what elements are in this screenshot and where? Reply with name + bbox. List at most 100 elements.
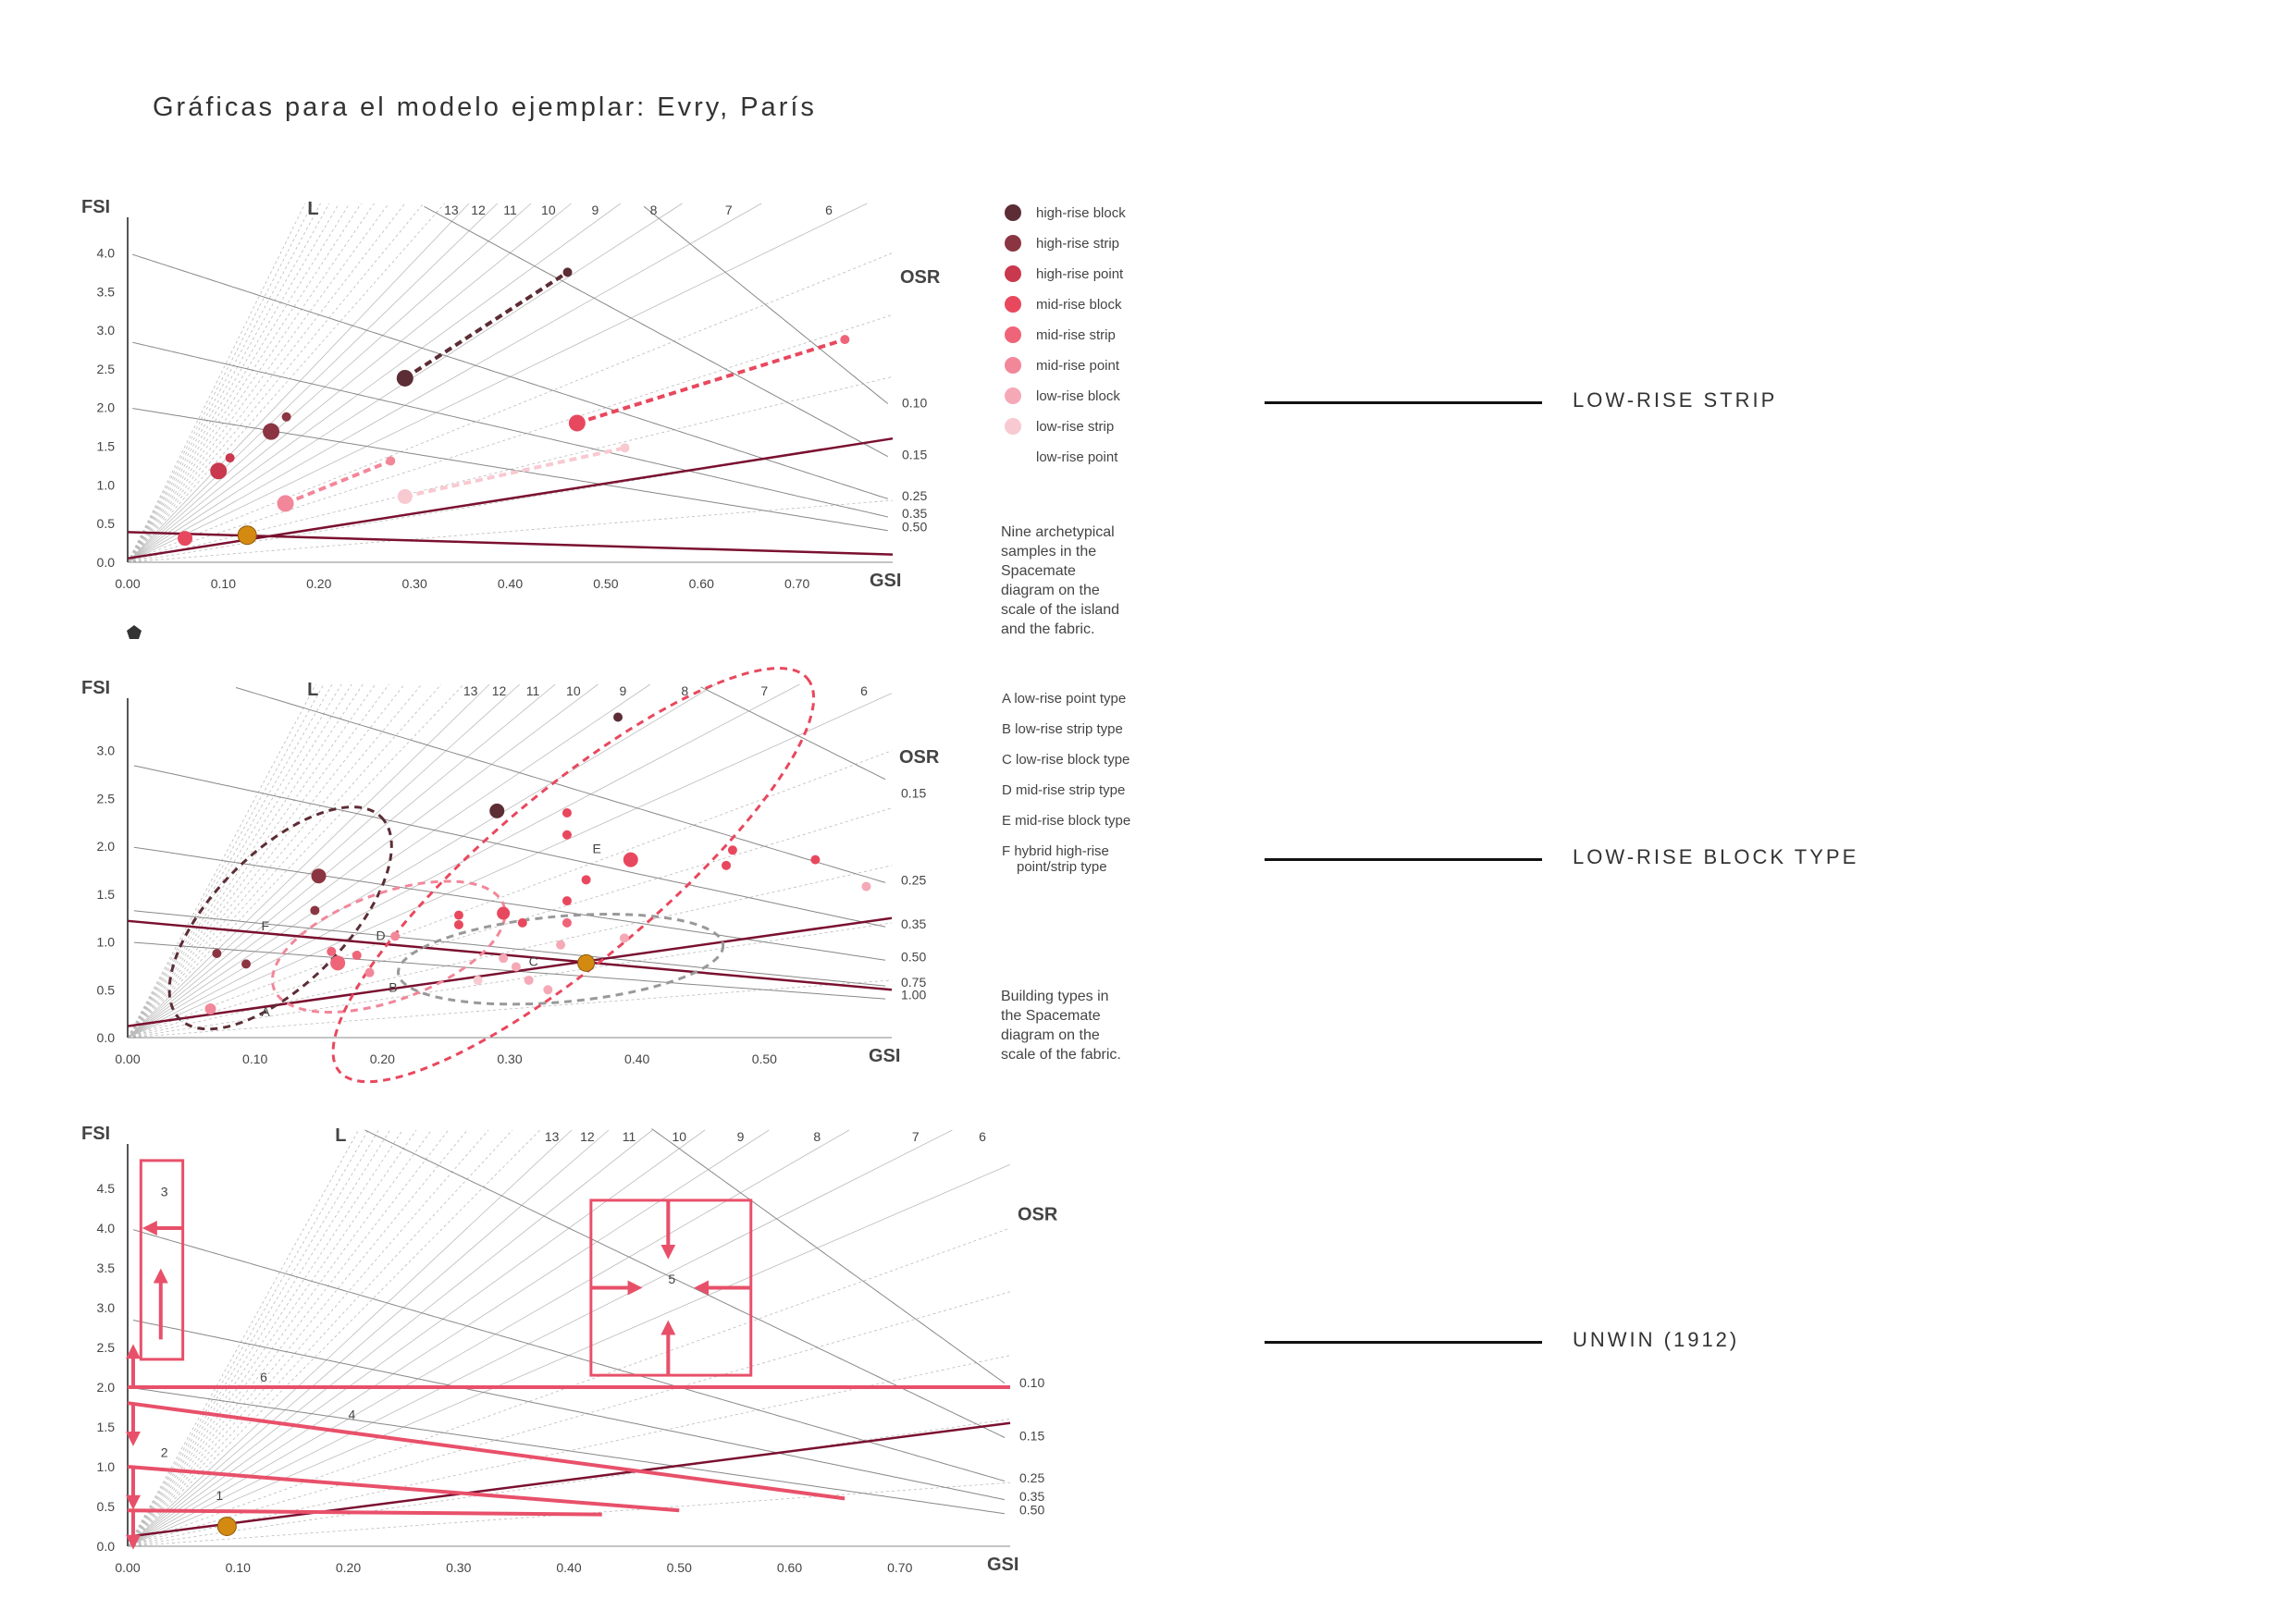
osr-curve	[132, 341, 888, 518]
x-axis-label: GSI	[870, 571, 901, 591]
legend-swatch	[1005, 326, 1021, 343]
data-point	[524, 975, 534, 985]
osr-label: 0.35	[901, 916, 926, 931]
pentagon-icon	[127, 625, 142, 639]
data-point	[581, 875, 591, 885]
data-point	[556, 940, 566, 950]
legend-label: low-rise block	[1036, 388, 1120, 404]
data-point	[281, 412, 291, 422]
unwin-line	[127, 1401, 846, 1501]
sample-pair-line	[403, 270, 569, 380]
region-label: D	[376, 928, 385, 943]
y-tick-label: 2.5	[97, 791, 116, 805]
layer-line	[127, 203, 572, 563]
data-point	[543, 985, 553, 995]
callout-line-low-rise-strip	[1265, 401, 1542, 404]
layer-label: 13	[444, 203, 459, 217]
legend-label: low-rise point	[1036, 449, 1118, 465]
sample-pair-line	[576, 338, 846, 425]
y-tick-label: 2.0	[97, 1380, 116, 1395]
layer-label: 9	[619, 683, 626, 698]
layer-axis-label: L	[335, 1125, 346, 1146]
osr-curve	[424, 205, 889, 458]
layer-line	[127, 683, 423, 1039]
layer-line	[127, 203, 406, 563]
legend-swatch	[1004, 448, 1022, 466]
legend-swatch	[1005, 357, 1021, 374]
region-label: 4	[349, 1407, 356, 1421]
osr-label: 0.10	[1019, 1375, 1044, 1390]
y-tick-label: 1.5	[97, 887, 116, 902]
layer-line	[127, 203, 470, 563]
layer-line	[127, 203, 314, 563]
layer-line	[127, 693, 893, 1039]
data-point	[623, 852, 638, 867]
data-point	[517, 917, 527, 928]
layer-label: 7	[725, 203, 733, 217]
callout-low-rise-strip: LOW-RISE STRIP	[1573, 388, 1778, 412]
layer-label: 11	[526, 683, 540, 698]
legend-label: A low-rise point type	[1002, 691, 1126, 707]
layer-line	[127, 683, 599, 1039]
layer-line	[127, 1129, 359, 1547]
y-tick-label: 4.5	[97, 1181, 116, 1196]
osr-label: 0.50	[901, 949, 926, 964]
x-tick-label: 0.30	[402, 576, 427, 591]
data-point	[562, 807, 572, 818]
layer-line	[127, 203, 362, 563]
x-tick-label: 0.50	[667, 1560, 692, 1575]
data-point	[310, 905, 320, 916]
legend-swatch	[1005, 204, 1021, 221]
layer-line	[127, 683, 405, 1039]
osr-curve	[132, 1229, 1006, 1482]
osr-curve	[132, 1320, 1006, 1501]
region-label: C	[529, 953, 538, 968]
chart-note-line: diagram on the	[1001, 1027, 1100, 1043]
layer-label: 6	[825, 203, 833, 217]
osr-curve	[132, 408, 888, 532]
layer-label: 12	[580, 1129, 595, 1144]
y-tick-label: 0.5	[97, 982, 116, 997]
legend-label: high-rise strip	[1036, 236, 1119, 252]
layer-label: 13	[545, 1129, 560, 1144]
layer-label: 11	[503, 203, 517, 217]
y-tick-label: 0.5	[97, 516, 116, 531]
legend-label: D mid-rise strip type	[1002, 782, 1125, 798]
layer-label: 7	[760, 683, 768, 698]
osr-label: 0.10	[902, 396, 927, 411]
chart-note-line: samples in the	[1001, 544, 1096, 559]
layer-line	[127, 683, 389, 1039]
legend-label: F hybrid high-rise	[1002, 843, 1109, 859]
x-tick-label: 0.70	[887, 1560, 912, 1575]
layer-line	[127, 683, 520, 1039]
osr-axis-label: OSR	[900, 267, 941, 288]
data-point	[577, 953, 596, 972]
legend-label: mid-rise strip	[1036, 327, 1116, 343]
legend-label: high-rise point	[1036, 266, 1124, 282]
layer-line	[127, 683, 490, 1039]
layer-label: 7	[912, 1129, 920, 1144]
layer-line	[127, 683, 342, 1039]
callout-unwin: UNWIN (1912)	[1573, 1328, 1740, 1351]
data-point	[277, 495, 294, 512]
spacemate-chart-unwin: 0.00 0.10 0.20 0.30 0.40 0.50 0.60 0.70 0.0 0.5 1.…	[81, 1124, 1058, 1575]
y-axis-label: FSI	[81, 197, 110, 217]
layer-line	[127, 203, 321, 563]
layer-label: 10	[566, 683, 581, 698]
layer-line	[127, 203, 762, 563]
y-tick-label: 0.0	[97, 1030, 116, 1045]
osr-label: 0.25	[901, 873, 926, 888]
x-tick-label: 0.70	[784, 576, 809, 591]
osr-label: 0.15	[1019, 1428, 1044, 1443]
legend-label: mid-rise point	[1036, 358, 1120, 374]
y-tick-label: 1.0	[97, 477, 116, 492]
layer-label: 13	[463, 683, 478, 698]
region-label: 1	[216, 1488, 223, 1503]
osr-axis-label: OSR	[899, 747, 940, 768]
y-tick-label: 0.0	[97, 555, 116, 570]
spacemate-chart-archetypes: 0.00 0.10 0.20 0.30 0.40 0.50 0.60 0.70 0.0 0.5 1.…	[81, 197, 1126, 639]
layer-line	[127, 375, 894, 563]
layer-axis-label: L	[307, 199, 318, 219]
y-tick-label: 1.0	[97, 935, 116, 950]
osr-curve	[132, 1387, 1006, 1515]
